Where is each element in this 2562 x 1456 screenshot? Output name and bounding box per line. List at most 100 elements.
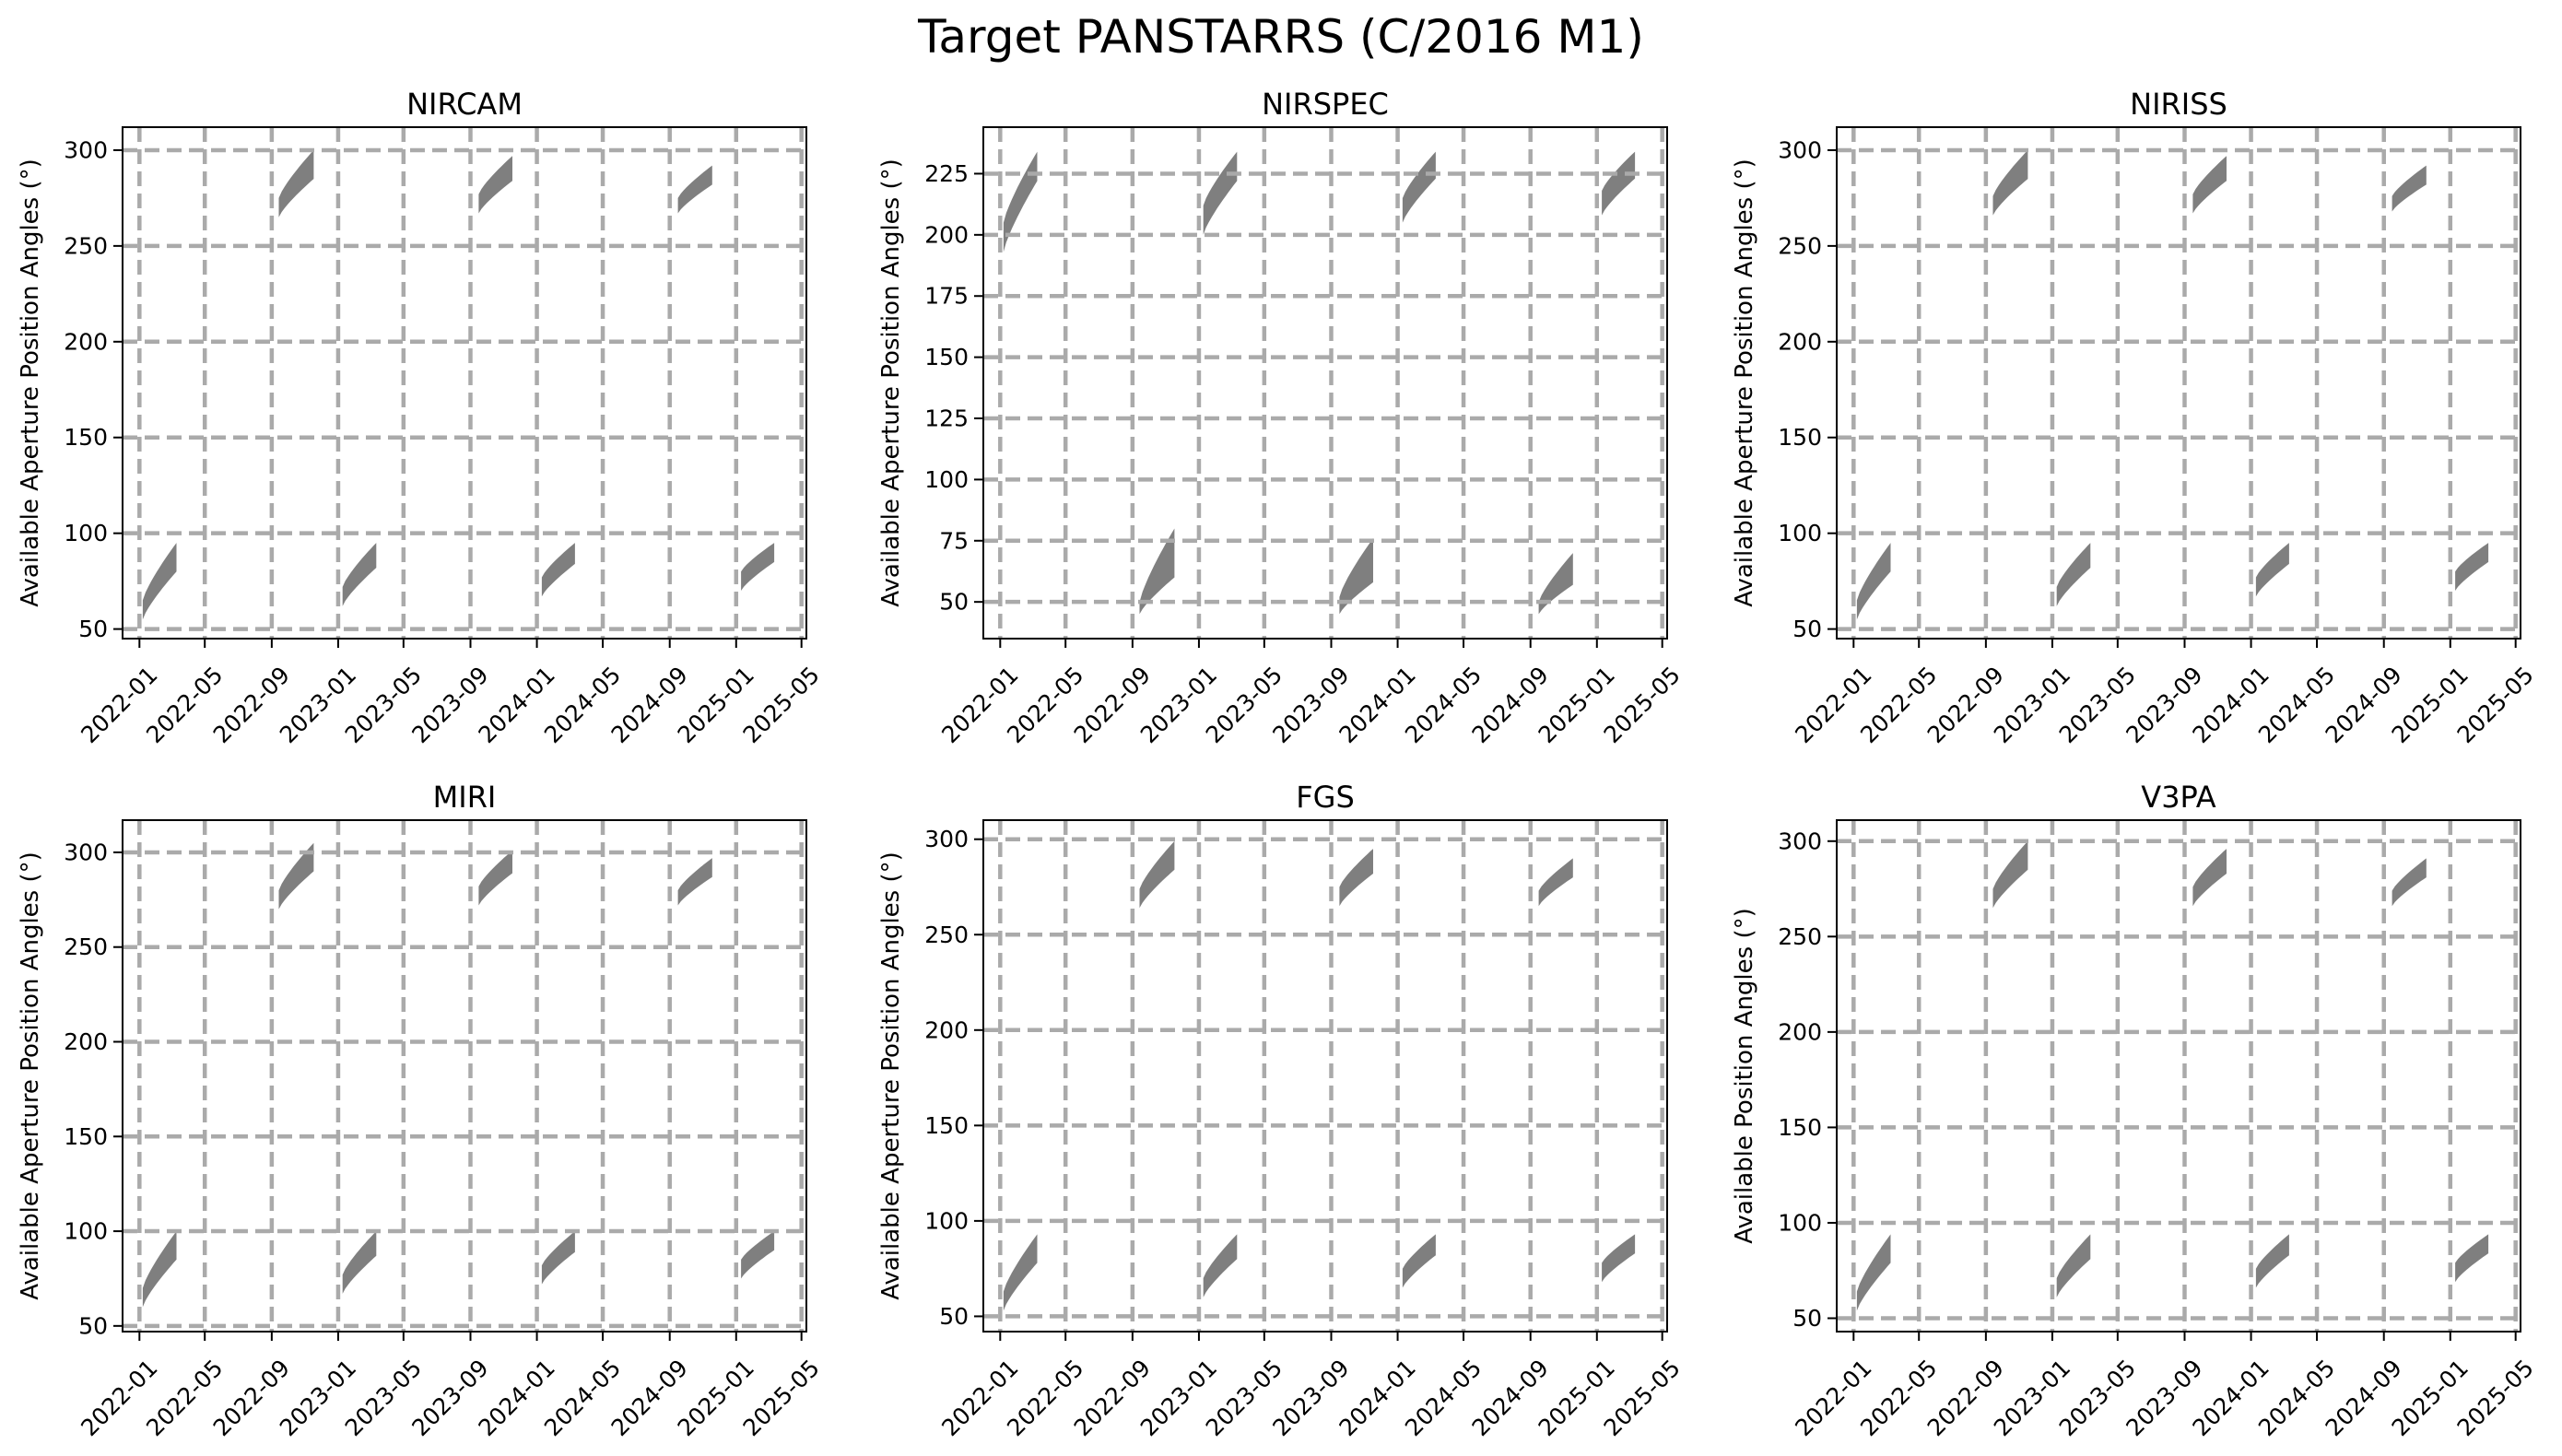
visibility-window (1602, 151, 1636, 216)
y-tick-label: 50 (939, 1303, 969, 1330)
axes-frame (1836, 819, 2521, 1333)
visibility-window (2455, 1234, 2489, 1283)
visibility-window (142, 1231, 177, 1308)
visibility-window (2056, 543, 2091, 606)
y-tick-label: 200 (1778, 328, 1822, 355)
y-tick-label: 100 (924, 466, 969, 493)
subplot-niriss: 2022-012022-052022-092023-012023-052023-… (1731, 87, 2539, 748)
y-tick-label: 150 (1778, 1114, 1822, 1141)
y-tick-label: 200 (64, 328, 108, 355)
y-axis-label: Available Aperture Position Angles (°) (17, 851, 44, 1300)
visibility-window (1203, 1234, 1238, 1297)
y-tick-label: 175 (924, 283, 969, 310)
subplot-title: FGS (1296, 780, 1355, 815)
subplot-title: V3PA (2141, 780, 2216, 815)
y-tick-label: 300 (1778, 136, 1822, 163)
y-axis-label: Available Position Angles (°) (1731, 908, 1758, 1244)
axes-frame (982, 126, 1668, 640)
subplot-title: NIRCAM (406, 87, 523, 122)
visibility-window (1402, 151, 1436, 223)
y-tick-label: 150 (1778, 424, 1822, 451)
subplot-v3pa: 2022-012022-052022-092023-012023-052023-… (1731, 780, 2539, 1441)
visibility-window (541, 543, 575, 597)
axes-frame (122, 819, 807, 1333)
y-tick-label: 50 (1792, 1305, 1822, 1332)
y-tick-label: 300 (924, 826, 969, 852)
visibility-window (2455, 543, 2489, 591)
visibility-window (342, 543, 377, 606)
y-axis-label: Available Aperture Position Angles (°) (877, 159, 905, 607)
y-tick-label: 150 (924, 1112, 969, 1139)
visibility-window (1402, 1234, 1436, 1288)
subplot-title: MIRI (433, 780, 497, 815)
y-tick-label: 150 (64, 424, 108, 451)
y-tick-label: 50 (78, 616, 108, 642)
visibility-window (278, 842, 314, 910)
y-tick-label: 200 (924, 1016, 969, 1043)
visibility-window (1992, 149, 2028, 216)
visibility-window (478, 156, 512, 214)
subplot-nirspec: 2022-012022-052022-092023-012023-052023-… (877, 87, 1686, 748)
visibility-window (1139, 840, 1175, 909)
visibility-window (1139, 528, 1175, 615)
visibility-window (2192, 849, 2227, 907)
axes-frame (122, 126, 807, 640)
axes-frame (1836, 126, 2521, 640)
visibility-window (677, 858, 712, 906)
visibility-window (2192, 156, 2227, 214)
y-axis-label: Available Aperture Position Angles (°) (1731, 159, 1758, 607)
y-tick-label: 125 (924, 405, 969, 432)
visibility-window (541, 1231, 575, 1285)
y-tick-label: 100 (1778, 520, 1822, 546)
visibility-window (142, 543, 177, 620)
visibility-window (741, 1231, 775, 1279)
visibility-window (2392, 165, 2427, 212)
visibility-window (1538, 858, 1573, 907)
y-tick-label: 100 (1778, 1209, 1822, 1236)
subplot-fgs: 2022-012022-052022-092023-012023-052023-… (877, 780, 1686, 1441)
y-tick-label: 50 (939, 589, 969, 616)
y-tick-label: 250 (1778, 923, 1822, 950)
subplot-title: NIRISS (2130, 87, 2227, 122)
y-tick-label: 150 (64, 1123, 108, 1150)
y-tick-label: 50 (78, 1312, 108, 1339)
visibility-window (1856, 543, 1891, 620)
y-tick-label: 200 (64, 1028, 108, 1055)
subplot-miri: 2022-012022-052022-092023-012023-052023-… (17, 780, 825, 1441)
visibility-window (1203, 151, 1238, 235)
y-tick-label: 250 (1778, 232, 1822, 259)
y-tick-label: 250 (64, 933, 108, 960)
y-tick-label: 300 (64, 839, 108, 865)
y-tick-label: 200 (924, 221, 969, 248)
visibility-window (278, 149, 314, 217)
visibility-window (2056, 1234, 2091, 1297)
figure-title: Target PANSTARRS (C/2016 M1) (918, 10, 1644, 64)
y-tick-label: 200 (1778, 1018, 1822, 1045)
y-tick-label: 100 (924, 1207, 969, 1234)
visibility-window (1992, 840, 2028, 909)
subplot-nircam: 2022-012022-052022-092023-012023-052023-… (17, 87, 825, 748)
y-tick-label: 300 (1778, 828, 1822, 854)
visibility-window (2255, 1234, 2289, 1288)
visibility-window (741, 543, 775, 591)
visibility-window (1538, 553, 1573, 615)
y-tick-label: 300 (64, 136, 108, 163)
visibility-window (1339, 849, 1373, 907)
y-tick-label: 250 (924, 922, 969, 948)
visibility-window (1003, 1234, 1038, 1311)
y-tick-label: 250 (64, 232, 108, 259)
visibility-window (1602, 1234, 1636, 1283)
visibility-window (478, 850, 512, 906)
axes-frame (982, 819, 1668, 1333)
visibility-window (2392, 858, 2427, 907)
y-axis-label: Available Aperture Position Angles (°) (877, 851, 905, 1300)
y-tick-label: 100 (64, 520, 108, 546)
y-tick-label: 50 (1792, 616, 1822, 642)
visibility-window (1339, 538, 1373, 615)
visibility-window (677, 165, 712, 214)
visibility-window (342, 1231, 377, 1294)
visibility-window (1856, 1234, 1891, 1311)
y-tick-label: 100 (64, 1218, 108, 1245)
y-tick-label: 75 (939, 527, 969, 554)
